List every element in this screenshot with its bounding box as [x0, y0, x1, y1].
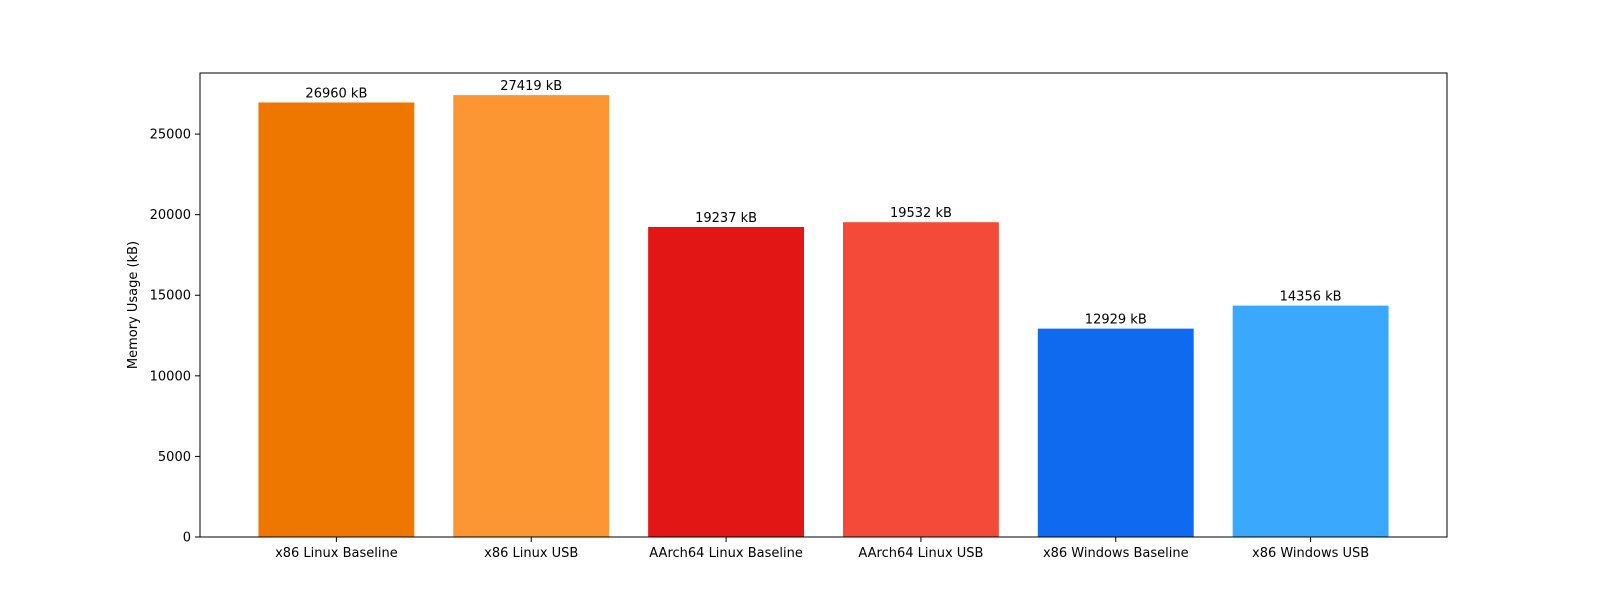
data-label-2: 19237 kB	[695, 211, 757, 226]
y-tick-label-2: 10000	[150, 369, 191, 384]
bar-4	[1037, 328, 1194, 537]
bar-3	[842, 222, 999, 537]
y-tick-label-0: 0	[183, 531, 191, 546]
data-label-0: 26960 kB	[305, 86, 367, 101]
x-axis: x86 Linux Baseline x86 Linux USB AArch64 L…	[275, 537, 1369, 561]
y-tick-label-1: 5000	[158, 450, 191, 465]
data-labels-group: 26960 kB 27419 kB 19237 kB 19532 kB 12929 kB…	[305, 79, 1341, 328]
x-tick-label-0: x86 Linux Baseline	[275, 546, 398, 561]
x-tick-label-4: x86 Windows Baseline	[1043, 546, 1189, 561]
x-tick-label-1: x86 Linux USB	[484, 546, 578, 561]
x-tick-label-3: AArch64 Linux USB	[858, 546, 983, 561]
bar-2	[648, 226, 805, 538]
data-label-4: 12929 kB	[1085, 313, 1147, 328]
y-axis: 0 5000 10000 15000 20000 25000	[150, 128, 200, 546]
x-tick-label-5: x86 Windows USB	[1252, 546, 1369, 561]
bar-1	[453, 95, 610, 537]
bar-5	[1232, 305, 1389, 537]
x-tick-label-2: AArch64 Linux Baseline	[649, 546, 803, 561]
data-label-5: 14356 kB	[1280, 290, 1342, 305]
data-label-1: 27419 kB	[500, 79, 562, 94]
y-axis-label: Memory Usage (kB)	[126, 241, 141, 369]
bars-group	[258, 95, 1389, 538]
y-tick-label-3: 15000	[150, 289, 191, 304]
y-tick-label-4: 20000	[150, 208, 191, 223]
plot-frame	[199, 72, 1448, 538]
data-label-3: 19532 kB	[890, 206, 952, 221]
bar-0	[258, 102, 415, 537]
y-tick-label-5: 25000	[150, 128, 191, 143]
